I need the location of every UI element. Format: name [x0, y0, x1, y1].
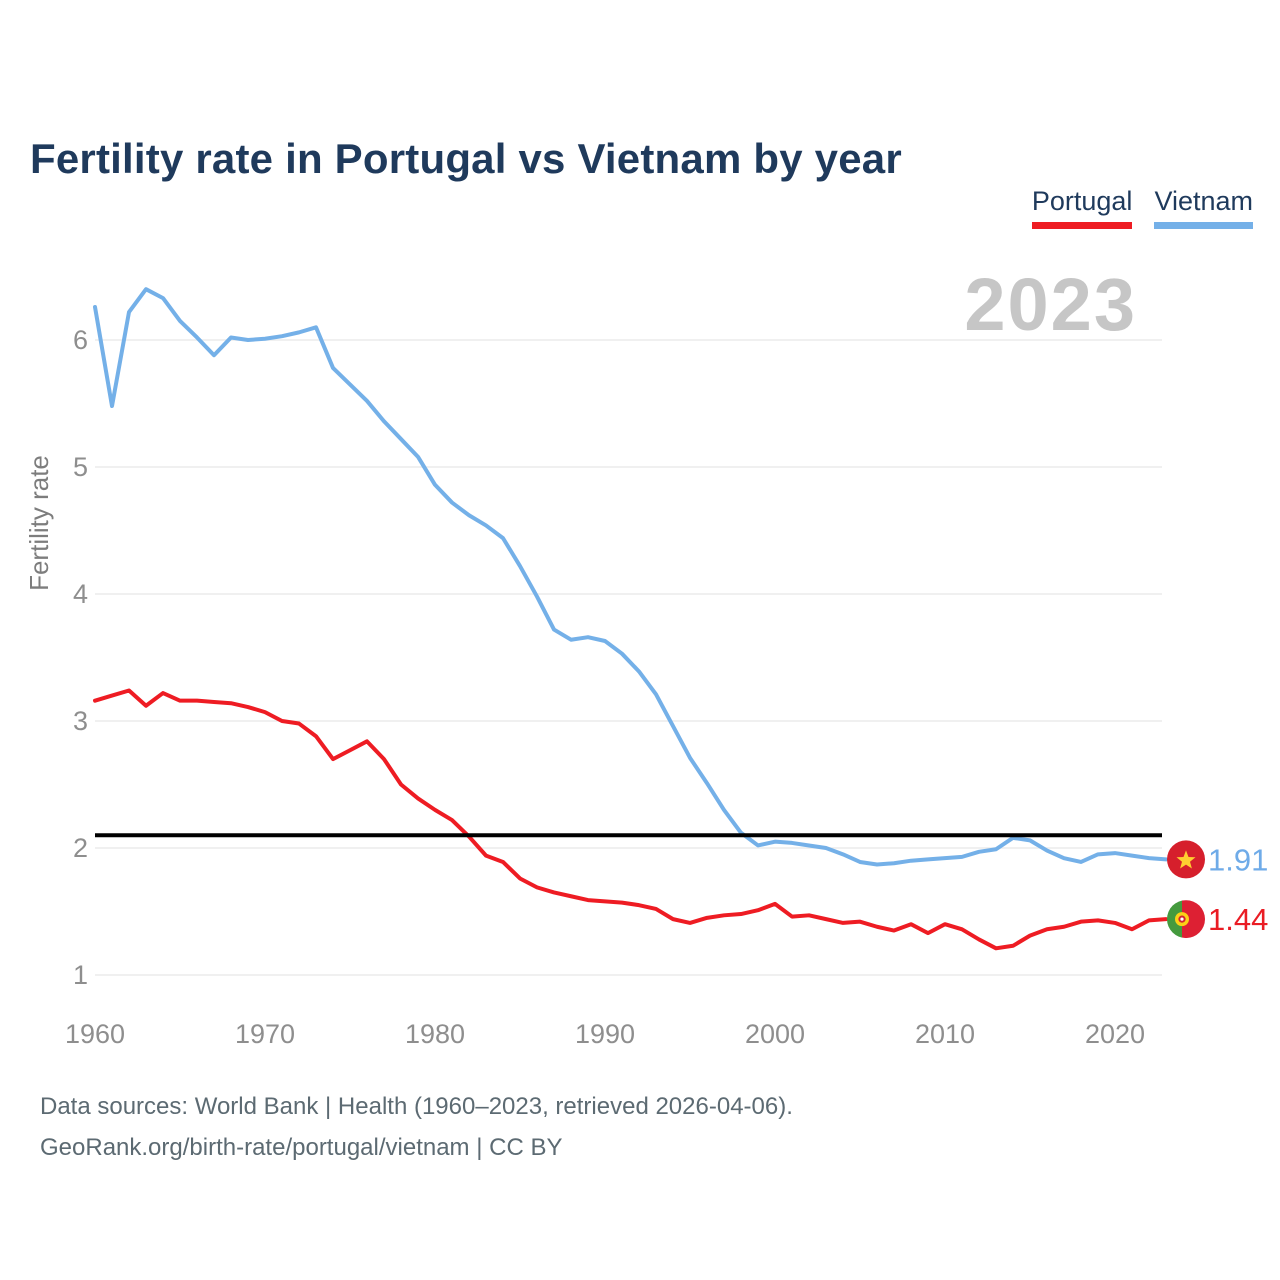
- y-tick-label: 3: [73, 706, 88, 736]
- page-title: Fertility rate in Portugal vs Vietnam by…: [30, 135, 902, 183]
- vietnam-line: [93, 287, 1168, 867]
- star-icon: [1176, 850, 1196, 869]
- chart-legend: Portugal Vietnam: [1031, 186, 1253, 229]
- legend-item-vietnam[interactable]: Vietnam: [1154, 186, 1253, 229]
- x-tick-label: 1960: [65, 1019, 125, 1049]
- x-tick-label: 1970: [235, 1019, 295, 1049]
- y-tick-label: 1: [73, 960, 88, 990]
- y-axis-title: Fertility rate: [24, 455, 54, 591]
- vietnam-flag-icon: [1167, 840, 1205, 879]
- legend-item-portugal[interactable]: Portugal: [1031, 186, 1133, 229]
- vietnam-value-label: 1.91: [1208, 842, 1268, 877]
- license-line: GeoRank.org/birth-rate/portugal/vietnam …: [40, 1134, 563, 1161]
- portugal-flag-icon: [1167, 900, 1205, 939]
- x-tick-label: 1990: [575, 1019, 635, 1049]
- x-tick-label: 1980: [405, 1019, 465, 1049]
- y-tick-label: 5: [73, 452, 88, 482]
- x-tick-label: 2020: [1085, 1019, 1145, 1049]
- data-sources-line: Data sources: World Bank | Health (1960–…: [40, 1093, 793, 1120]
- x-tick-label: 2000: [745, 1019, 805, 1049]
- portugal-line: [93, 688, 1168, 951]
- attribution: Data sources: World Bank | Health (1960–…: [40, 1086, 793, 1168]
- y-tick-label: 4: [73, 579, 88, 609]
- year-watermark: 2023: [964, 263, 1137, 346]
- y-tick-label: 6: [73, 325, 88, 355]
- y-tick-label: 2: [73, 833, 88, 863]
- portugal-value-label: 1.44: [1208, 902, 1268, 937]
- x-tick-label: 2010: [915, 1019, 975, 1049]
